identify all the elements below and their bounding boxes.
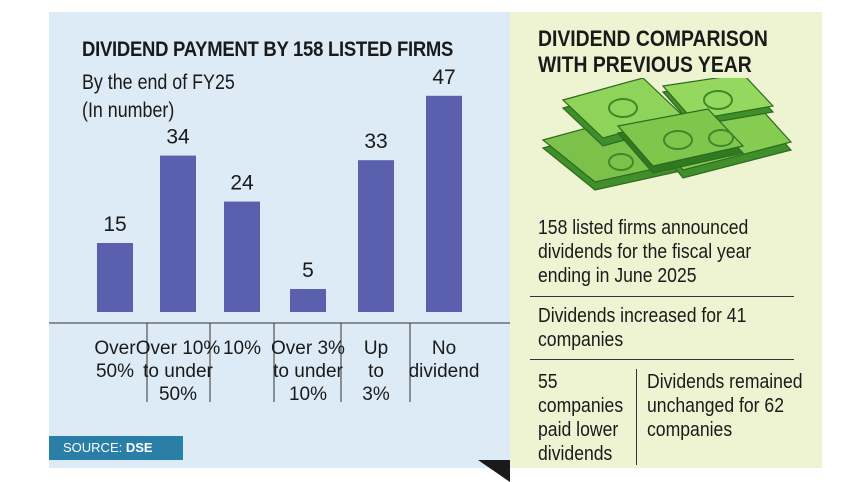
data-label-1: 34: [166, 126, 190, 149]
subtitle-line-2: (In number): [82, 99, 175, 122]
chart-subtitle: By the end of FY25 (In number): [82, 69, 235, 125]
bar-1: [160, 155, 196, 312]
panel-notch: [478, 460, 510, 482]
money-stack-icon: [541, 78, 793, 191]
comparison-title: DIVIDEND COMPARISON WITH PREVIOUS YEAR: [538, 26, 768, 77]
source-value: DSE: [125, 440, 153, 455]
category-label-2: 10%: [223, 338, 261, 359]
data-label-0: 15: [103, 213, 126, 236]
bar-4: [358, 160, 394, 312]
divider-2: [530, 359, 794, 360]
category-label-0: Over 50%: [94, 338, 136, 382]
bar-2: [224, 201, 260, 312]
category-label-1: Over 10% to under 50%: [136, 338, 221, 405]
data-label-3: 5: [302, 259, 314, 282]
category-label-5: No dividend: [409, 338, 480, 382]
increased-text: Dividends increased for 41 companies: [538, 305, 747, 351]
category-label-4: Up to 3%: [362, 338, 390, 405]
subtitle-line-1: By the end of FY25: [82, 71, 235, 94]
chart-title: DIVIDEND PAYMENT BY 158 LISTED FIRMS: [82, 38, 454, 61]
divider-vertical: [636, 369, 637, 465]
source-label: SOURCE:: [63, 440, 123, 455]
data-label-5: 47: [432, 66, 455, 89]
bar-chart: 15 34 24 5 33 47 Over 50%Over 10% to under 50%10%…: [49, 66, 510, 405]
data-label-4: 33: [364, 130, 387, 153]
data-label-2: 24: [230, 172, 254, 195]
category-label-3: Over 3% to under 10%: [271, 338, 345, 405]
announced-text: 158 listed firms announced dividends for…: [538, 217, 752, 287]
source-badge: SOURCE: DSE: [49, 436, 183, 460]
bar-5: [426, 95, 462, 312]
lower-text: 55 companies paid lower dividends: [538, 371, 624, 465]
bar-3: [290, 289, 326, 312]
divider-1: [530, 296, 794, 297]
bar-0: [97, 243, 133, 312]
unchanged-text: Dividends remained unchanged for 62 comp…: [647, 371, 803, 441]
